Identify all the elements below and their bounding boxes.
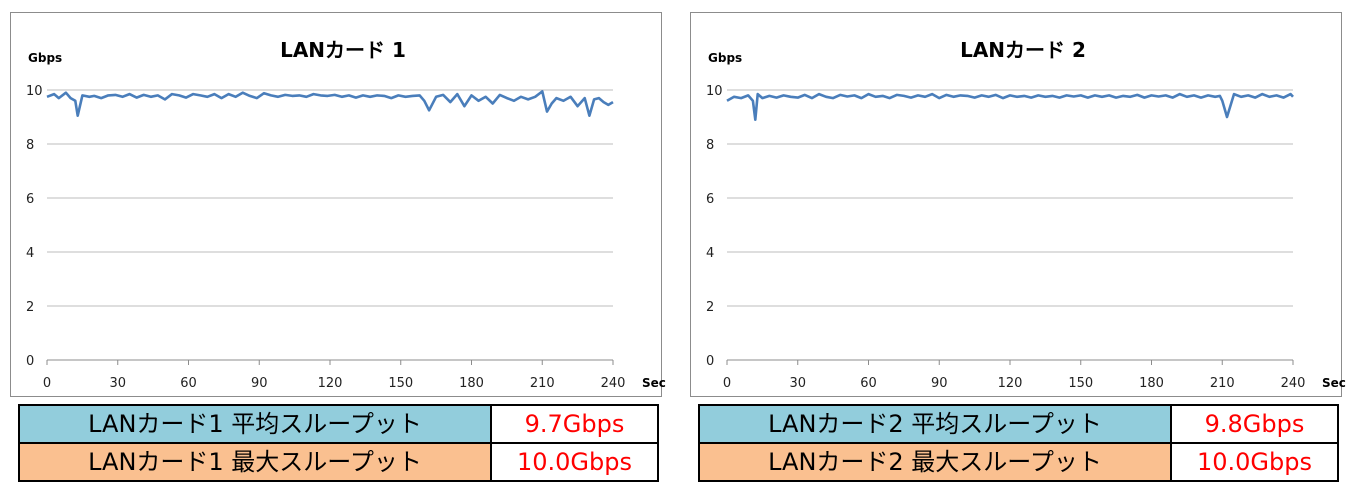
y-tick-label: 0 [706,354,714,369]
x-tick-label: 240 [601,376,626,391]
y-tick-label: 2 [706,300,714,315]
y-tick-label: 4 [706,246,714,261]
x-tick-label: 0 [723,376,731,391]
max-throughput-value: 10.0Gbps [1170,442,1339,482]
x-tick-label: 180 [459,376,484,391]
lan-card-1-stats-table: LANカード1 平均スループット 9.7Gbps LANカード1 最大スループッ… [18,404,659,482]
x-tick-label: 150 [388,376,413,391]
y-tick-label: 0 [26,354,34,369]
lan-card-2-panel: 0 2 4 6 8 10 0 30 60 90 120 150 180 210 240 LANカード 2 Gbp… [680,0,1352,483]
max-throughput-row: LANカード1 最大スループット 10.0Gbps [18,442,659,482]
lan-card-1-chart: 0 2 4 6 8 10 0 30 60 90 120 150 180 210 240 LANカード 1 Gbp… [26,38,666,391]
chart-title: LANカード 2 [960,38,1086,62]
throughput-series-line [46,90,614,117]
avg-throughput-value: 9.7Gbps [490,404,659,444]
throughput-series-line [726,92,1294,121]
lan-card-2-stats-table: LANカード2 平均スループット 9.8Gbps LANカード2 最大スループッ… [698,404,1339,482]
x-tick-label: 60 [180,376,197,391]
y-tick-label: 6 [706,192,714,207]
x-tick-label: 210 [530,376,555,391]
x-tick-label: 90 [931,376,948,391]
x-axis-unit-label: Sec [1322,376,1346,390]
chart-title: LANカード 1 [280,38,406,62]
x-tick-label: 150 [1068,376,1093,391]
avg-throughput-label: LANカード2 平均スループット [698,404,1172,444]
y-tick-label: 8 [706,138,714,153]
y-axis-unit-label: Gbps [28,51,62,65]
max-throughput-label: LANカード1 最大スループット [18,442,492,482]
x-tick-label: 30 [789,376,806,391]
y-tick-label: 2 [26,300,34,315]
y-tick-label: 4 [26,246,34,261]
avg-throughput-row: LANカード2 平均スループット 9.8Gbps [698,404,1339,444]
y-axis-unit-label: Gbps [708,51,742,65]
max-throughput-row: LANカード2 最大スループット 10.0Gbps [698,442,1339,482]
y-tick-label: 8 [26,138,34,153]
chart-frame [690,12,1342,397]
x-tick-label: 240 [1281,376,1306,391]
x-tick-label: 120 [318,376,343,391]
x-tick-label: 90 [251,376,268,391]
x-axis-unit-label: Sec [642,376,666,390]
avg-throughput-label: LANカード1 平均スループット [18,404,492,444]
x-tick-label: 180 [1139,376,1164,391]
y-tick-label: 10 [706,84,723,99]
lan-card-1-panel: 0 2 4 6 8 10 0 30 60 90 120 150 180 210 240 LANカード 1 Gbp… [0,0,672,483]
avg-throughput-row: LANカード1 平均スループット 9.7Gbps [18,404,659,444]
chart-frame [10,12,662,397]
y-tick-label: 6 [26,192,34,207]
x-tick-label: 30 [109,376,126,391]
x-tick-label: 120 [998,376,1023,391]
avg-throughput-value: 9.8Gbps [1170,404,1339,444]
x-tick-label: 0 [43,376,51,391]
max-throughput-value: 10.0Gbps [490,442,659,482]
x-tick-label: 210 [1210,376,1235,391]
x-tick-label: 60 [860,376,877,391]
y-tick-label: 10 [26,84,43,99]
lan-card-2-chart: 0 2 4 6 8 10 0 30 60 90 120 150 180 210 240 LANカード 2 Gbp… [706,38,1346,391]
max-throughput-label: LANカード2 最大スループット [698,442,1172,482]
